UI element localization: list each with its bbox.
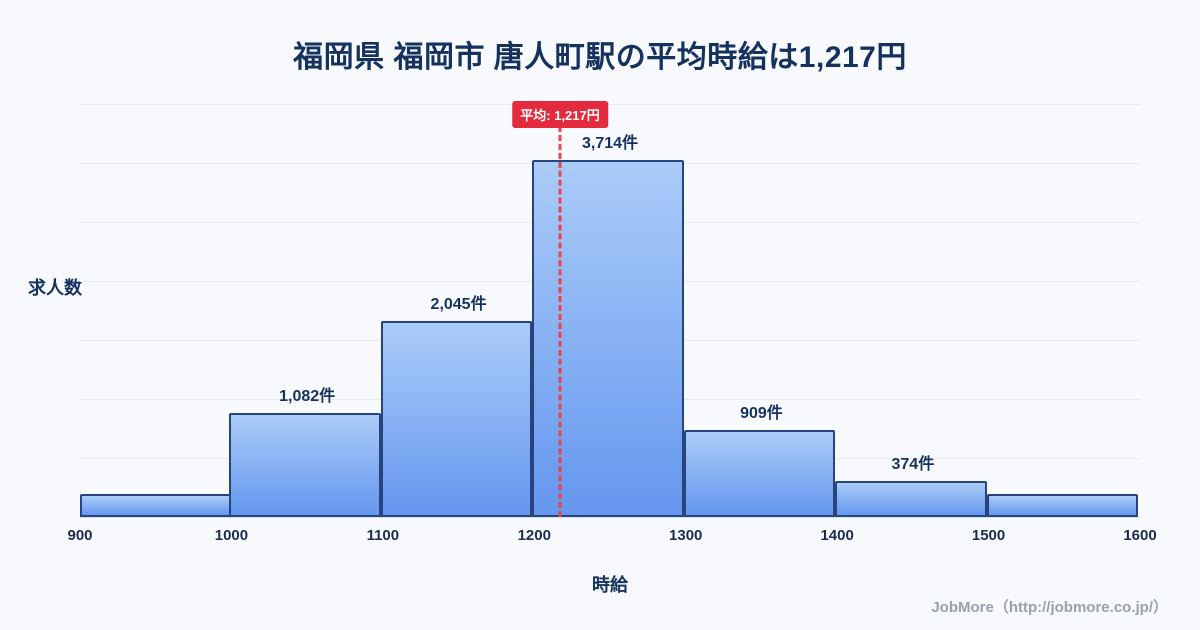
- bar-value-label: 2,045件: [430, 295, 487, 313]
- x-tick-label: 900: [67, 527, 93, 544]
- x-axis-ticks: 900 1000 1100 1200 1300 1400 1500 1600: [67, 527, 1156, 549]
- plot-area: 平均: 1,217円 1,082件 2,045件 3,714件 909件 374件: [80, 101, 1140, 518]
- bar-value-label: 909件: [740, 404, 783, 422]
- gridline: [80, 104, 1140, 105]
- x-tick-label: 1200: [517, 527, 551, 544]
- bar-value-label: 1,082件: [279, 388, 336, 406]
- chart-title: 福岡県 福岡市 唐人町駅の平均時給は1,217円: [293, 41, 907, 74]
- bar-value-label: 3,714件: [581, 135, 639, 153]
- x-tick-label: 1400: [820, 527, 854, 544]
- x-tick-label: 1300: [669, 527, 703, 544]
- histogram-bar: [80, 493, 232, 517]
- x-tick-label: 1500: [971, 527, 1006, 544]
- average-badge: 平均: 1,217円: [512, 101, 608, 128]
- histogram-bar: [986, 493, 1138, 517]
- histogram-bar: [835, 481, 987, 517]
- histogram-bar: [380, 320, 533, 517]
- footer-credit: JobMore（http://jobmore.co.jp/）: [931, 599, 1168, 616]
- x-axis-label: 時給: [592, 575, 628, 595]
- y-axis-label: 求人数: [28, 278, 82, 298]
- histogram-bar: [683, 429, 836, 517]
- x-tick-label: 1000: [214, 527, 249, 544]
- x-tick-label: 1100: [366, 527, 400, 544]
- histogram-bar: [532, 160, 684, 517]
- bar-value-label: 374件: [891, 456, 935, 474]
- x-tick-label: 1600: [1123, 527, 1157, 544]
- gridline: [80, 517, 1140, 518]
- average-line: [558, 126, 562, 517]
- histogram-bar: [229, 413, 381, 517]
